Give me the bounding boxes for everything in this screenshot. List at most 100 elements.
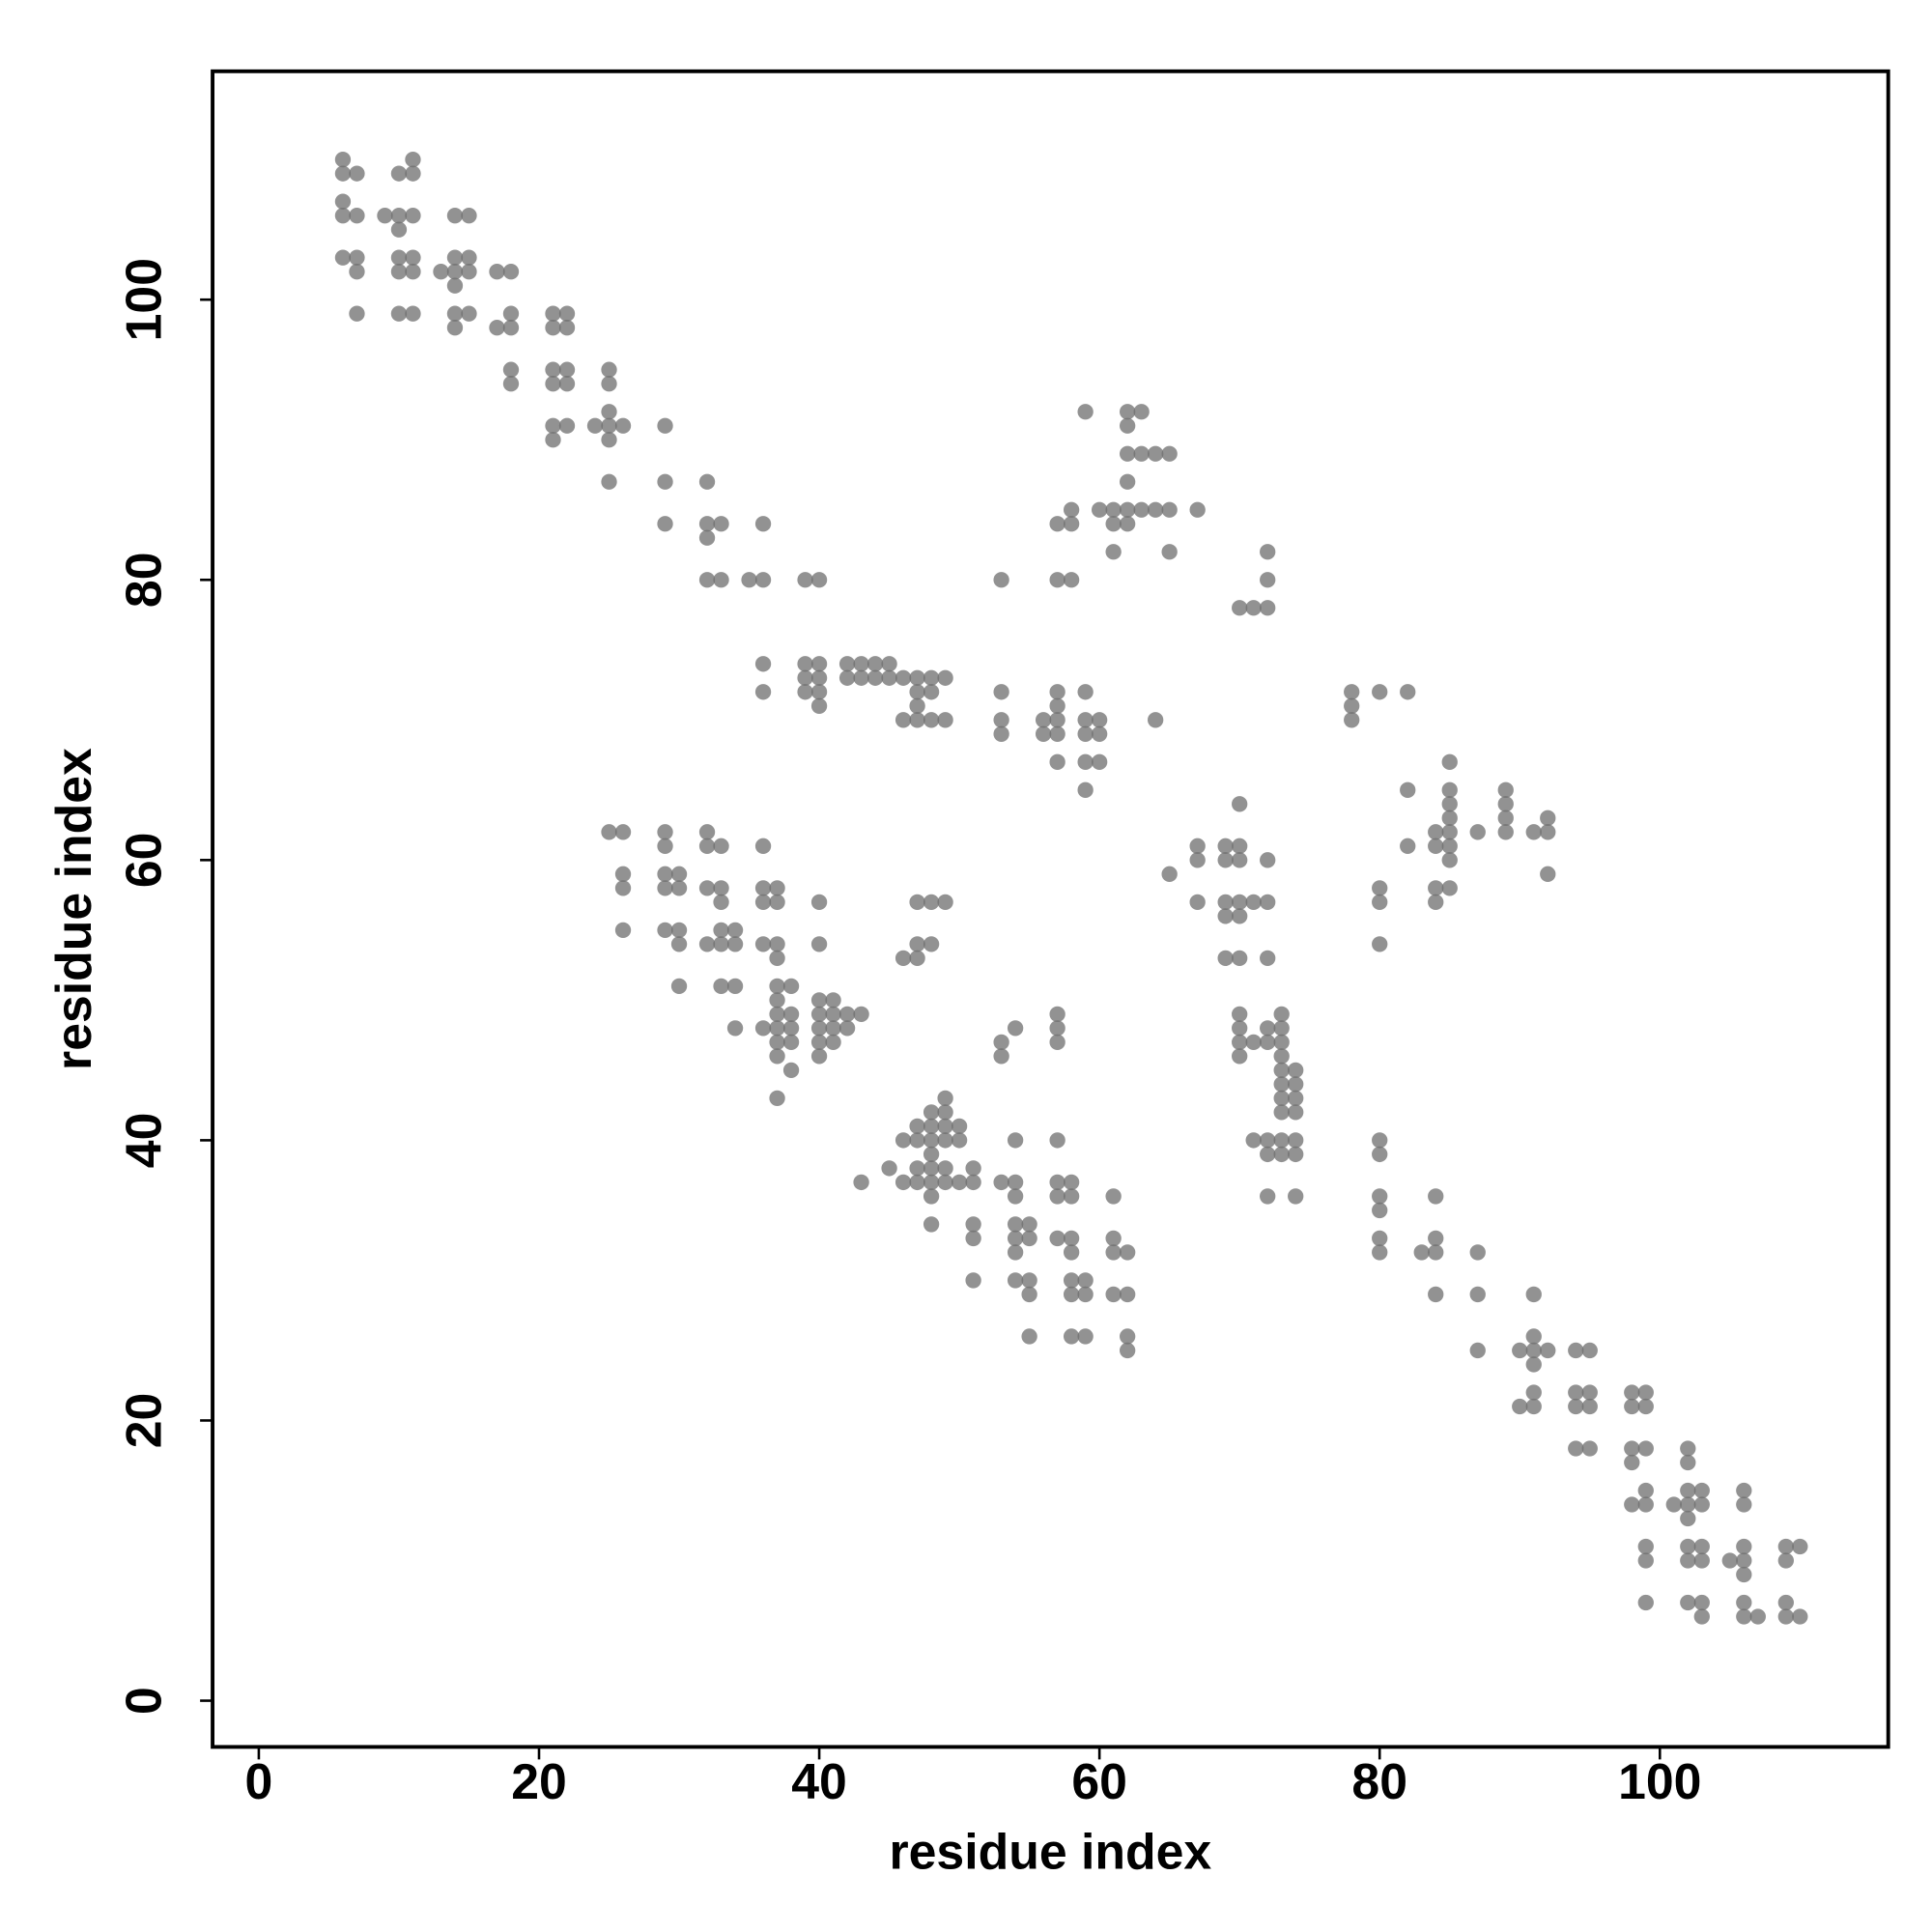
data-point xyxy=(1063,516,1080,532)
data-point xyxy=(1161,445,1178,462)
data-point xyxy=(698,529,716,546)
data-point xyxy=(810,684,828,700)
data-point xyxy=(769,1006,785,1023)
data-point xyxy=(838,1020,856,1037)
data-point xyxy=(1568,1398,1584,1415)
data-point xyxy=(1245,1034,1262,1051)
data-point xyxy=(909,712,925,728)
data-point xyxy=(1288,1090,1304,1107)
data-point xyxy=(1232,838,1248,854)
data-point xyxy=(1105,544,1122,560)
data-point xyxy=(1260,544,1276,560)
data-point xyxy=(965,1230,981,1247)
data-point xyxy=(909,936,925,952)
data-point xyxy=(1693,1482,1710,1499)
data-point xyxy=(782,1062,800,1079)
data-point xyxy=(754,656,772,672)
data-point xyxy=(1525,824,1542,840)
data-point xyxy=(1288,1104,1304,1121)
data-point xyxy=(558,305,576,322)
data-point xyxy=(1245,1132,1262,1149)
data-point xyxy=(1273,1146,1290,1163)
data-point xyxy=(937,894,953,911)
data-point xyxy=(1119,1286,1136,1303)
data-point xyxy=(838,656,856,672)
data-point xyxy=(502,264,520,280)
data-point xyxy=(838,669,856,686)
data-point xyxy=(1035,725,1052,742)
data-point xyxy=(1232,796,1248,812)
data-point xyxy=(1680,1510,1696,1527)
data-point xyxy=(698,473,716,490)
data-point xyxy=(1441,824,1458,840)
data-point xyxy=(810,656,828,672)
data-point xyxy=(895,669,912,686)
data-point xyxy=(657,922,673,939)
data-point xyxy=(377,208,393,224)
data-point xyxy=(838,1006,856,1023)
x-tick-label: 80 xyxy=(1351,1753,1407,1809)
data-point xyxy=(1049,1174,1065,1191)
data-point xyxy=(951,1132,968,1149)
data-point xyxy=(1400,838,1416,854)
data-point xyxy=(349,249,365,266)
data-point xyxy=(1680,1482,1696,1499)
data-point xyxy=(1441,880,1458,896)
data-point xyxy=(965,1174,981,1191)
data-point xyxy=(1077,1328,1094,1345)
data-point xyxy=(713,978,729,995)
data-point xyxy=(825,1006,841,1023)
y-tick-label: 20 xyxy=(115,1393,171,1449)
data-point xyxy=(1007,1216,1024,1233)
data-point xyxy=(1372,1230,1388,1247)
data-point xyxy=(1637,1482,1654,1499)
data-point xyxy=(1049,1132,1065,1149)
data-point xyxy=(1441,781,1458,798)
data-point xyxy=(1049,725,1065,742)
data-point xyxy=(614,866,632,882)
data-point xyxy=(1680,1496,1696,1513)
data-point xyxy=(810,697,828,714)
data-point xyxy=(1077,725,1094,742)
data-point xyxy=(1260,894,1276,911)
data-point xyxy=(1133,404,1150,420)
data-point xyxy=(1077,1272,1094,1289)
data-point xyxy=(1273,1076,1290,1093)
data-point xyxy=(1007,1230,1024,1247)
data-point xyxy=(1540,866,1556,882)
data-point xyxy=(1372,894,1388,911)
data-point xyxy=(909,1132,925,1149)
data-point xyxy=(614,922,632,939)
data-point xyxy=(1428,1286,1444,1303)
data-point xyxy=(1273,1020,1290,1037)
data-point xyxy=(1260,852,1276,868)
data-point xyxy=(769,894,785,911)
data-point xyxy=(867,656,884,672)
data-point xyxy=(1288,1062,1304,1079)
data-point xyxy=(782,1006,800,1023)
data-point xyxy=(1344,697,1360,714)
data-point xyxy=(670,922,688,939)
data-point xyxy=(390,221,408,238)
data-point xyxy=(1441,810,1458,826)
data-point xyxy=(670,936,688,952)
data-point xyxy=(1091,753,1108,770)
data-point xyxy=(1273,1062,1290,1079)
data-point xyxy=(1232,600,1248,616)
data-point xyxy=(1428,880,1444,896)
data-point xyxy=(1344,684,1360,700)
data-point xyxy=(1525,1384,1542,1401)
data-point xyxy=(1624,1440,1640,1457)
data-point xyxy=(1007,1132,1024,1149)
data-point xyxy=(446,249,464,266)
data-point xyxy=(1063,1286,1080,1303)
x-axis-title: residue index xyxy=(890,1824,1212,1880)
data-point xyxy=(446,320,464,336)
data-point xyxy=(993,725,1009,742)
data-point xyxy=(461,208,477,224)
data-point xyxy=(1119,1342,1136,1359)
data-point xyxy=(1428,1188,1444,1205)
data-point xyxy=(1260,950,1276,967)
y-axis-title: residue index xyxy=(45,748,101,1070)
y-tick-label: 100 xyxy=(115,258,171,341)
